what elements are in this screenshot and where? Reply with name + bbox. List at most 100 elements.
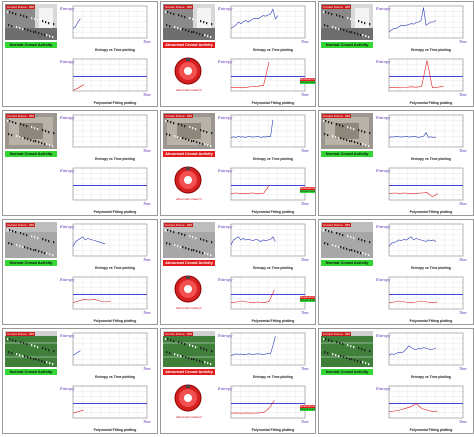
- time-axis-label: Time: [301, 257, 309, 262]
- legend-normal: Normal Crowd Activity: [300, 81, 316, 85]
- data-series-line: [388, 403, 438, 412]
- entropy-time-graph: Entropy Time: [59, 5, 151, 44]
- entropy-axis-label: Entropy: [59, 333, 74, 338]
- entropy-time-graph: Entropy Time: [217, 223, 309, 262]
- time-axis-label: Time: [143, 257, 151, 262]
- entropy-axis-label: Entropy: [375, 115, 390, 120]
- poly-graph-caption: Polynomial Fitting plotting: [409, 101, 453, 105]
- entropy-axis-label: Entropy: [59, 168, 74, 173]
- data-series-line: [72, 409, 84, 414]
- crowd-status-badge: Normal Crowd Activity: [5, 151, 57, 157]
- video-frame: Current Frame : ###: [321, 222, 373, 258]
- crowd-status-badge: Normal Crowd Activity: [5, 369, 57, 375]
- polynomial-fit-graph: Entropy Time: [217, 276, 309, 315]
- polynomial-fit-graph: Entropy Time: [59, 58, 151, 97]
- frame-counter-label: Current Frame : ###: [6, 223, 36, 227]
- frame-counter-label: Current Frame : ###: [322, 5, 352, 9]
- alarm-bell-icon: [174, 384, 202, 412]
- poly-graph-caption: Polynomial Fitting plotting: [93, 319, 137, 323]
- crowd-status-badge: Normal Crowd Activity: [321, 42, 373, 48]
- entropy-time-graph: Entropy Time: [217, 114, 309, 153]
- alarm-caption: Abnormal Crowd (!): [175, 415, 202, 419]
- entropy-axis-label: Entropy: [217, 115, 232, 120]
- video-frame-image: [163, 4, 215, 40]
- video-frame-image: [5, 4, 57, 40]
- data-series-line: [230, 400, 275, 414]
- crowd-status-badge: Abnormal Crowd Activity: [163, 260, 215, 266]
- video-frame: Current Frame : ###: [163, 222, 215, 258]
- legend-abnormal: Abnormal Crowd Activity: [300, 405, 315, 409]
- time-axis-label: Time: [301, 148, 309, 153]
- polynomial-fit-graph: Entropy Time: [59, 167, 151, 206]
- video-frame: Current Frame : ###: [5, 222, 57, 258]
- entropy-graph-caption: Entropy vs Time plotting: [253, 157, 293, 161]
- data-series-line: [388, 300, 438, 303]
- crowd-status-badge: Abnormal Crowd Activity: [163, 42, 215, 48]
- time-axis-label: Time: [301, 366, 309, 371]
- time-axis-label: Time: [459, 257, 467, 262]
- video-frame-image: [5, 113, 57, 149]
- time-axis-label: Time: [301, 419, 309, 424]
- entropy-time-graph: Entropy Time: [59, 223, 151, 262]
- time-axis-label: Time: [143, 310, 151, 315]
- crowd-status-badge: Abnormal Crowd Activity: [163, 369, 215, 375]
- polynomial-fit-graph: Entropy Time: [217, 58, 309, 97]
- entropy-graph-caption: Entropy vs Time plotting: [95, 157, 135, 161]
- graph-legend: Abnormal Crowd ActivityNormal Crowd Acti…: [300, 405, 315, 412]
- polynomial-fit-graph: Entropy Time: [375, 58, 467, 97]
- result-panel: Current Frame : ### Normal Crowd Activity…: [318, 328, 474, 434]
- entropy-graph-caption: Entropy vs Time plotting: [411, 157, 451, 161]
- polynomial-fit-graph: Entropy Time: [217, 167, 309, 206]
- result-panel: Current Frame : ### Abnormal Crowd Activi…: [160, 328, 316, 434]
- entropy-axis-label: Entropy: [375, 224, 390, 229]
- crowd-status-badge: Normal Crowd Activity: [321, 369, 373, 375]
- video-frame-image: [5, 331, 57, 367]
- entropy-axis-label: Entropy: [217, 224, 232, 229]
- time-axis-label: Time: [301, 39, 309, 44]
- frame-counter-label: Current Frame : ###: [164, 114, 194, 118]
- data-series-line: [230, 336, 276, 356]
- entropy-time-graph: Entropy Time: [375, 223, 467, 262]
- video-frame: Current Frame : ###: [163, 331, 215, 367]
- data-series-line: [230, 8, 279, 29]
- data-series-line: [230, 185, 270, 194]
- video-frame: Current Frame : ###: [5, 331, 57, 367]
- data-series-line: [230, 119, 274, 138]
- entropy-axis-label: Entropy: [375, 168, 390, 173]
- alarm-bell-icon: [174, 275, 202, 303]
- data-series-line: [388, 192, 438, 198]
- crowd-status-badge: Normal Crowd Activity: [321, 151, 373, 157]
- polynomial-fit-graph: Entropy Time: [59, 385, 151, 424]
- data-series-line: [388, 345, 436, 356]
- polynomial-fit-graph: Entropy Time: [375, 167, 467, 206]
- data-series-line: [230, 236, 276, 245]
- time-axis-label: Time: [143, 419, 151, 424]
- video-frame: Current Frame : ###: [163, 113, 215, 149]
- result-panel: Current Frame : ### Normal Crowd Activity…: [2, 219, 158, 325]
- entropy-axis-label: Entropy: [375, 277, 390, 282]
- entropy-axis-label: Entropy: [217, 6, 232, 11]
- entropy-axis-label: Entropy: [59, 115, 74, 120]
- result-panel: Current Frame : ### Normal Crowd Activity…: [2, 328, 158, 434]
- graph-legend: Abnormal Crowd ActivityNormal Crowd Acti…: [300, 187, 315, 194]
- result-panel: Current Frame : ### Abnormal Crowd Activi…: [160, 110, 316, 216]
- time-axis-label: Time: [143, 39, 151, 44]
- alarm-caption: Abnormal Crowd (!): [175, 306, 202, 310]
- frame-counter-label: Current Frame : ###: [322, 332, 352, 336]
- data-series-line: [72, 18, 81, 29]
- video-frame: Current Frame : ###: [5, 113, 57, 149]
- time-axis-label: Time: [459, 39, 467, 44]
- crowd-status-badge: Abnormal Crowd Activity: [163, 151, 215, 157]
- legend-normal: Normal Crowd Activity: [300, 299, 316, 303]
- poly-graph-caption: Polynomial Fitting plotting: [409, 428, 453, 432]
- data-series-line: [388, 60, 444, 89]
- time-axis-label: Time: [459, 419, 467, 424]
- entropy-axis-label: Entropy: [59, 277, 74, 282]
- time-axis-label: Time: [459, 92, 467, 97]
- time-axis-label: Time: [301, 92, 309, 97]
- time-axis-label: Time: [459, 148, 467, 153]
- entropy-axis-label: Entropy: [59, 386, 74, 391]
- entropy-graph-caption: Entropy vs Time plotting: [411, 375, 451, 379]
- entropy-graph-caption: Entropy vs Time plotting: [253, 375, 293, 379]
- entropy-time-graph: Entropy Time: [217, 332, 309, 371]
